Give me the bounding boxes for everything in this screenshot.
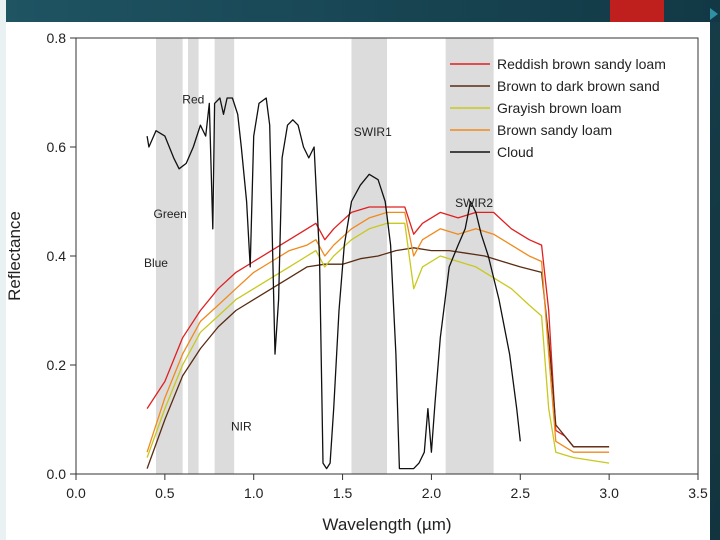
x-tick-label: 1.5 (333, 485, 353, 501)
x-tick-label: 3.0 (599, 485, 619, 501)
legend-label-cloud: Cloud (497, 144, 534, 160)
chart-panel: 0.0 0.5 1.0 1.5 2.0 2.5 3.0 3.5 0.0 0.2 0.4 0.6 0.8 … (6, 22, 710, 540)
y-axis-label: Reflectance (6, 211, 24, 301)
legend-label-brown-to-dark-brown-sand: Brown to dark brown sand (497, 78, 660, 94)
series-lines (146, 97, 610, 470)
series-line-grayish-brown-loam (146, 222, 610, 464)
x-tick-label: 1.0 (244, 485, 264, 501)
annotation-swir2: SWIR2 (455, 196, 493, 210)
y-tick-label: 0.4 (47, 248, 67, 264)
legend-label-grayish-brown-loam: Grayish brown loam (497, 100, 622, 116)
annotation-green: Green (154, 207, 187, 221)
x-tick-label: 2.5 (511, 485, 531, 501)
x-tick-label: 3.5 (688, 485, 708, 501)
x-tick-label: 2.0 (422, 485, 442, 501)
series-line-cloud (146, 97, 521, 470)
reflectance-chart: 0.0 0.5 1.0 1.5 2.0 2.5 3.0 3.50.00.20.40.60.8 … (6, 30, 708, 534)
y-tick-label: 0.2 (47, 357, 67, 373)
slide-top-strip (0, 0, 720, 22)
y-tick-label: 0.6 (47, 139, 67, 155)
x-axis-label: Wavelength (µm) (322, 515, 451, 534)
legend-label-reddish-brown-sandy-loam: Reddish brown sandy loam (497, 56, 666, 72)
band-green (187, 38, 199, 474)
x-tick-label: 0.5 (155, 485, 175, 501)
band-blue (155, 38, 183, 474)
x-tick-label: 0.0 (66, 485, 86, 501)
y-tick-label: 0.8 (47, 30, 67, 46)
y-tick-label: 0.0 (47, 466, 67, 482)
legend: Reddish brown sandy loam Brown to dark br… (450, 56, 666, 160)
slide-red-tab (610, 0, 664, 22)
annotation-blue: Blue (144, 256, 168, 270)
band-annotations: Red Green Blue NIR SWIR1 SWIR2 (144, 92, 493, 433)
annotation-nir: NIR (231, 419, 252, 433)
series-line-reddish-brown-sandy-loam (146, 206, 610, 448)
axes: 0.0 0.5 1.0 1.5 2.0 2.5 3.0 3.5 0.0 0.2 0.4 0.6 0.8 (47, 30, 708, 501)
band-red (214, 38, 235, 474)
slide-arrow-icon (710, 8, 718, 20)
legend-label-brown-sandy-loam: Brown sandy loam (497, 122, 612, 138)
slide-left-strip (0, 0, 6, 540)
annotation-swir1: SWIR1 (354, 125, 392, 139)
band-nir (351, 38, 387, 474)
annotation-red: Red (182, 92, 204, 106)
